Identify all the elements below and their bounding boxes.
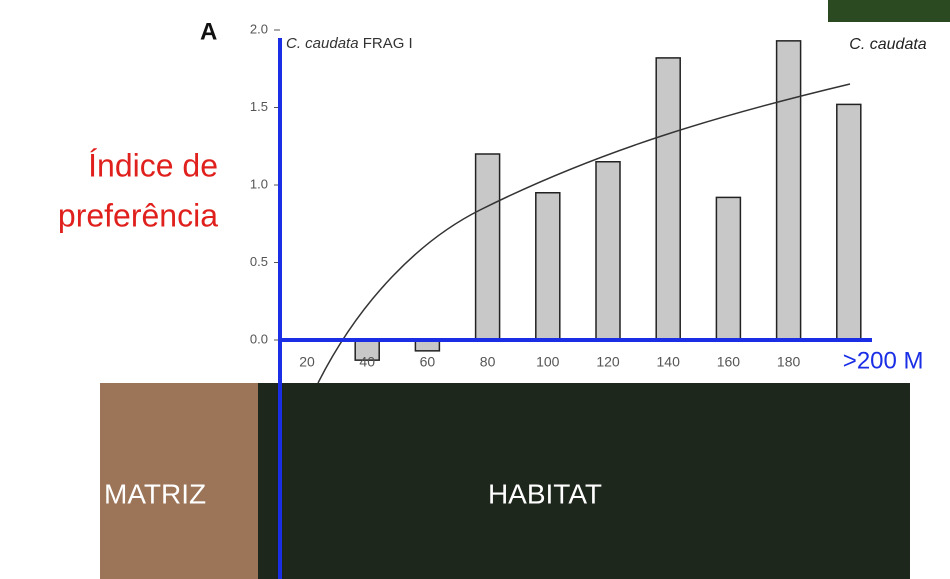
- x-tick-label: 20: [299, 354, 315, 370]
- bar: [596, 162, 620, 340]
- x-tick-label: 100: [536, 354, 560, 370]
- y-axis-label: preferência: [58, 197, 218, 233]
- region-label: MATRIZ: [104, 478, 206, 509]
- x-tick-label: 140: [657, 354, 681, 370]
- y-axis-label: Índice de: [88, 147, 218, 183]
- x-tick-label: 180: [777, 354, 801, 370]
- region-label: HABITAT: [488, 478, 602, 509]
- bird-photo: [828, 0, 950, 22]
- x-tick-label: 160: [717, 354, 741, 370]
- y-tick-label: 2.0: [250, 21, 268, 36]
- bar: [536, 193, 560, 340]
- x-tick-label: 120: [596, 354, 620, 370]
- title-species: C. caudata: [286, 35, 359, 52]
- y-tick-label: 1.0: [250, 176, 268, 191]
- x-tick-label: 60: [420, 354, 436, 370]
- y-tick-label: 0.5: [250, 254, 268, 269]
- x-tick-label: 80: [480, 354, 496, 370]
- bar: [837, 104, 861, 340]
- panel-label: A: [200, 18, 217, 45]
- title-site: FRAG I: [363, 35, 413, 52]
- chart-title: C. caudata FRAG I: [286, 35, 413, 52]
- bar: [716, 197, 740, 340]
- y-tick-label: 1.5: [250, 99, 268, 114]
- x-tick-label: 40: [359, 354, 375, 370]
- bar: [777, 41, 801, 340]
- bar: [656, 58, 680, 340]
- x-tick-label: >200 M: [843, 347, 924, 374]
- slide: C. caudata A C. caudata FRAG I Índice de…: [0, 0, 950, 579]
- bar: [476, 154, 500, 340]
- y-tick-label: 0.0: [250, 331, 268, 346]
- photo-caption: C. caudata: [849, 36, 926, 53]
